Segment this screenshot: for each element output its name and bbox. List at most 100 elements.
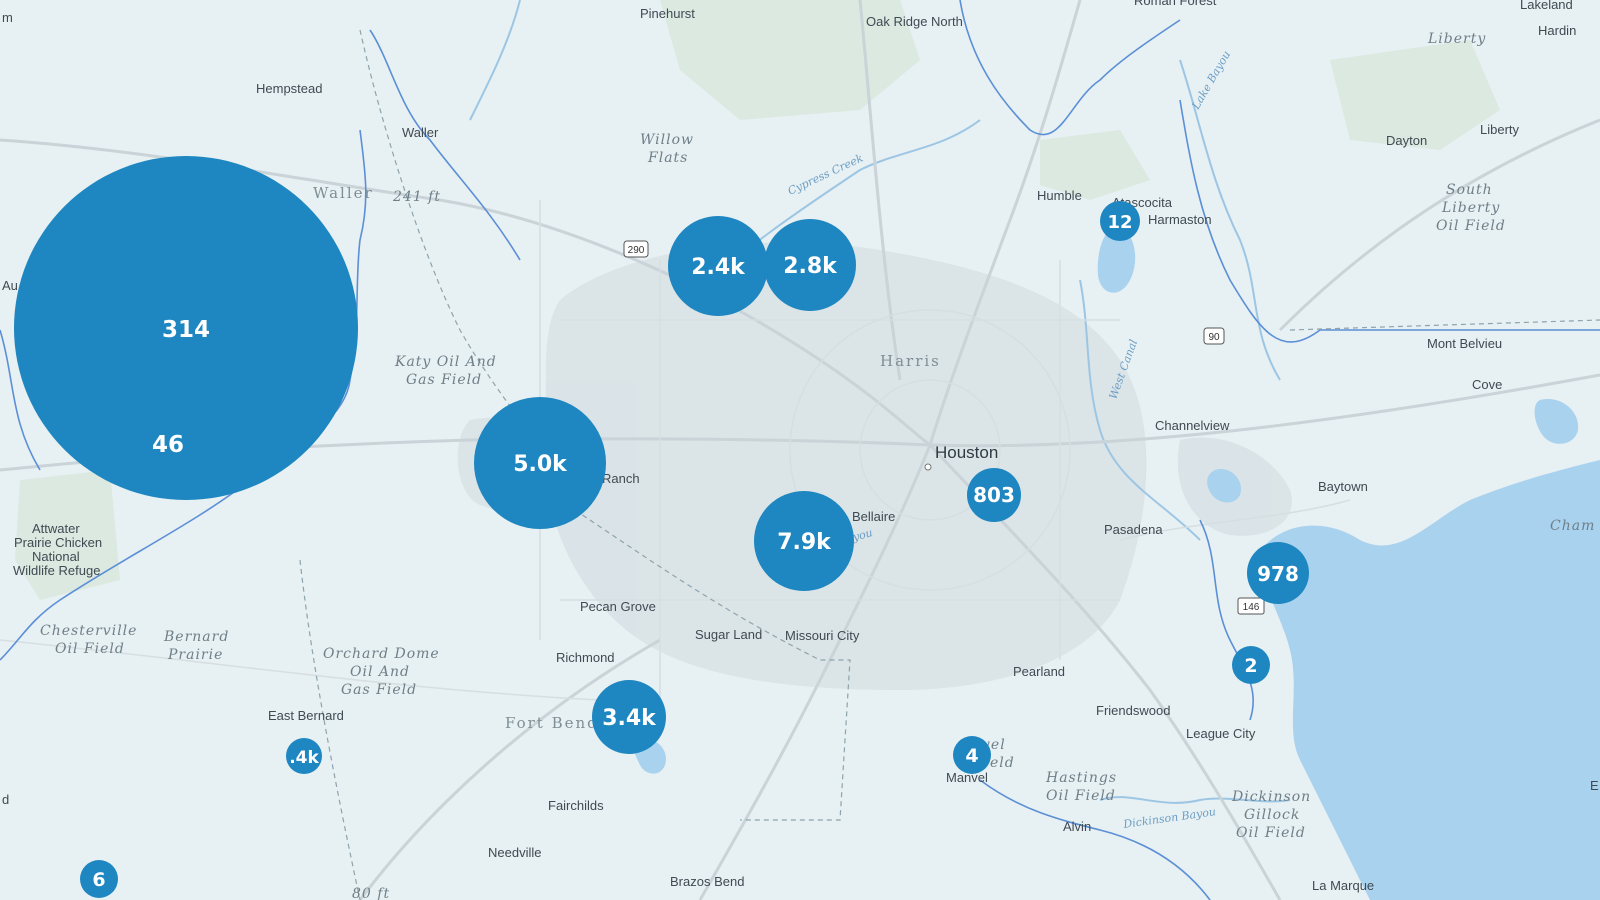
region-south: South — [1446, 182, 1493, 198]
place-attwater-2: Prairie Chicken — [14, 535, 102, 550]
elevation-241: 241 ft — [392, 189, 441, 205]
cluster-count-46: 46 — [152, 432, 184, 458]
county-fort-bend: Fort Bend — [505, 714, 599, 732]
cluster-count-978: 978 — [1257, 562, 1299, 586]
region-orchard-1: Orchard Dome — [323, 646, 440, 662]
region-dickinson-2: Gillock — [1244, 807, 1300, 823]
region-orchard-3: Gas Field — [341, 682, 417, 698]
place-channelview: Channelview — [1155, 418, 1230, 433]
cluster-count-2: 2 — [1244, 655, 1257, 677]
place-sugar-land: Sugar Land — [695, 627, 762, 642]
place-harmaston: Harmaston — [1148, 212, 1212, 227]
region-chesterville-1: Chesterville — [40, 623, 137, 639]
place-la-marque: La Marque — [1312, 878, 1374, 893]
route-146-label: 146 — [1243, 602, 1260, 613]
route-90-label: 90 — [1208, 332, 1220, 343]
region-flats: Flats — [647, 150, 688, 166]
cluster-count-314: 314 — [162, 317, 210, 343]
cluster-marker-3-4k[interactable]: 3.4k — [592, 680, 666, 754]
place-dayton: Dayton — [1386, 133, 1427, 148]
region-chesterville-2: Oil Field — [55, 641, 125, 657]
place-pasadena: Pasadena — [1104, 522, 1163, 537]
cluster-marker-4[interactable]: 4 — [953, 736, 991, 774]
place-brazos-bend: Brazos Bend — [670, 874, 744, 889]
place-oak-ridge-north: Oak Ridge North — [866, 14, 963, 29]
region-manvel-2: eld — [990, 755, 1015, 771]
region-bernard-1: Bernard — [163, 629, 229, 645]
water-bodies — [634, 225, 1600, 900]
cluster-count-2-4k: 2.4k — [691, 255, 746, 280]
place-hardin: Hardin — [1538, 23, 1576, 38]
place-richmond: Richmond — [556, 650, 615, 665]
cluster-count-7-9k: 7.9k — [777, 530, 832, 555]
region-oil-field: Oil Field — [1436, 218, 1506, 234]
place-manvel: Manvel — [946, 770, 988, 785]
region-hastings-1: Hastings — [1045, 770, 1117, 786]
cluster-marker-803[interactable]: 803 — [967, 468, 1021, 522]
region-katy-1: Katy Oil And — [394, 354, 497, 370]
cluster-marker-314[interactable]: 314 46 — [14, 156, 358, 500]
place-pinehurst: Pinehurst — [640, 6, 695, 21]
region-liberty: Liberty — [1427, 31, 1486, 47]
county-harris: Harris — [880, 352, 941, 370]
elevation-80: 80 ft — [352, 886, 390, 900]
place-ranch: Ranch — [602, 471, 640, 486]
place-attwater-3: National — [32, 549, 80, 564]
place-lakeland: Lakeland — [1520, 0, 1573, 12]
cluster-marker-2-8k[interactable]: 2.8k — [764, 219, 856, 311]
place-bellaire: Bellaire — [852, 509, 895, 524]
place-pearland: Pearland — [1013, 664, 1065, 679]
cluster-markers: 314 46 2.4k 2.8k 12 5.0k 803 7.9k — [14, 156, 1309, 898]
place-humble: Humble — [1037, 188, 1082, 203]
region-bernard-2: Prairie — [167, 647, 223, 663]
cluster-marker-2[interactable]: 2 — [1232, 646, 1270, 684]
place-edge-e: E — [1590, 778, 1599, 793]
route-290-label: 290 — [628, 245, 645, 256]
cluster-count-3-4k: 3.4k — [602, 706, 657, 731]
place-friendswood: Friendswood — [1096, 703, 1170, 718]
cluster-count-803: 803 — [973, 483, 1015, 507]
place-hempstead: Hempstead — [256, 81, 322, 96]
place-alvin: Alvin — [1063, 819, 1091, 834]
place-east-bernard: East Bernard — [268, 708, 344, 723]
cluster-count-4: 4 — [965, 745, 978, 767]
cluster-marker-12[interactable]: 12 — [1100, 201, 1140, 241]
place-baytown: Baytown — [1318, 479, 1368, 494]
place-cove: Cove — [1472, 377, 1502, 392]
cluster-marker-7-9k[interactable]: 7.9k — [754, 491, 854, 591]
place-fairchilds: Fairchilds — [548, 798, 604, 813]
place-pecan-grove: Pecan Grove — [580, 599, 656, 614]
county-waller: Waller — [313, 184, 374, 202]
cluster-count-6: 6 — [92, 869, 105, 891]
place-waller: Waller — [402, 125, 439, 140]
cluster-marker-2-4k[interactable]: 2.4k — [668, 216, 768, 316]
place-edge-m: m — [2, 10, 13, 25]
cluster-count-12: 12 — [1107, 212, 1132, 233]
route-290-shield: 290 — [623, 240, 649, 258]
place-liberty: Liberty — [1480, 122, 1520, 137]
region-katy-2: Gas Field — [406, 372, 482, 388]
cluster-marker-6[interactable]: 6 — [80, 860, 118, 898]
place-edge-d: d — [2, 792, 9, 807]
region-dickinson-3: Oil Field — [1236, 825, 1306, 841]
region-dickinson-1: Dickinson — [1231, 789, 1311, 805]
cluster-marker-1-4k[interactable]: .4k — [286, 738, 322, 774]
place-attwater-4: Wildlife Refuge — [13, 563, 100, 578]
cluster-marker-978[interactable]: 978 — [1247, 542, 1309, 604]
region-orchard-2: Oil And — [350, 664, 410, 680]
region-hastings-2: Oil Field — [1046, 788, 1116, 804]
place-league-city: League City — [1186, 726, 1256, 741]
water-bayou: you — [850, 526, 874, 544]
place-missouri-city: Missouri City — [785, 628, 860, 643]
region-willow: Willow — [640, 132, 694, 148]
cluster-marker-5-0k[interactable]: 5.0k — [474, 397, 606, 529]
region-liberty-2: Liberty — [1441, 200, 1500, 216]
place-edge-au: Au — [2, 278, 18, 293]
cluster-count-2-8k: 2.8k — [783, 254, 838, 279]
region-cham: Cham — [1550, 518, 1595, 534]
place-attwater-1: Attwater — [32, 521, 80, 536]
route-90-shield: 90 — [1203, 327, 1225, 345]
place-roman-forest: Roman Forest — [1134, 0, 1217, 8]
route-146-shield: 146 — [1237, 597, 1265, 615]
